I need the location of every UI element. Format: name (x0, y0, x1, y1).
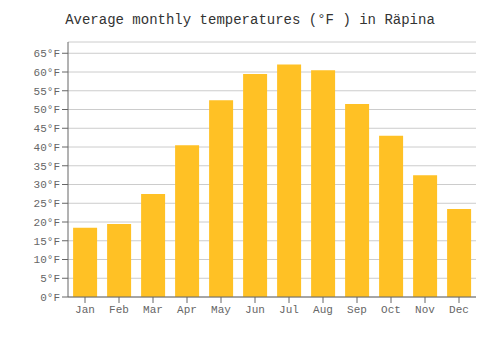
svg-text:May: May (211, 304, 231, 316)
svg-text:25°F: 25°F (34, 198, 60, 210)
svg-text:60°F: 60°F (34, 67, 60, 79)
svg-text:20°F: 20°F (34, 217, 60, 229)
svg-text:55°F: 55°F (34, 86, 60, 98)
svg-text:40°F: 40°F (34, 142, 60, 154)
svg-text:Aug: Aug (313, 304, 333, 316)
html-text:Average monthly temperatures (: Average monthly temperatures (°F ) in Rä… (65, 12, 435, 28)
svg-text:10°F: 10°F (34, 254, 60, 266)
svg-text:Sep: Sep (347, 304, 367, 316)
svg-text:50°F: 50°F (34, 104, 60, 116)
svg-text:Jan: Jan (75, 304, 95, 316)
svg-text:Feb: Feb (109, 304, 129, 316)
svg-text:Mar: Mar (143, 304, 163, 316)
svg-text:30°F: 30°F (34, 179, 60, 191)
svg-text:Oct: Oct (381, 304, 401, 316)
svg-text:35°F: 35°F (34, 161, 60, 173)
svg-text:Nov: Nov (415, 304, 435, 316)
svg-text:0°F: 0°F (40, 292, 60, 304)
svg-text:15°F: 15°F (34, 236, 60, 248)
svg-text:5°F: 5°F (40, 273, 60, 285)
svg-text:Jul: Jul (279, 304, 299, 316)
svg-text:Apr: Apr (177, 304, 197, 316)
svg-text:Jun: Jun (245, 304, 265, 316)
svg-text:Dec: Dec (449, 304, 469, 316)
svg-text:65°F: 65°F (34, 48, 60, 60)
svg-text:45°F: 45°F (34, 123, 60, 135)
